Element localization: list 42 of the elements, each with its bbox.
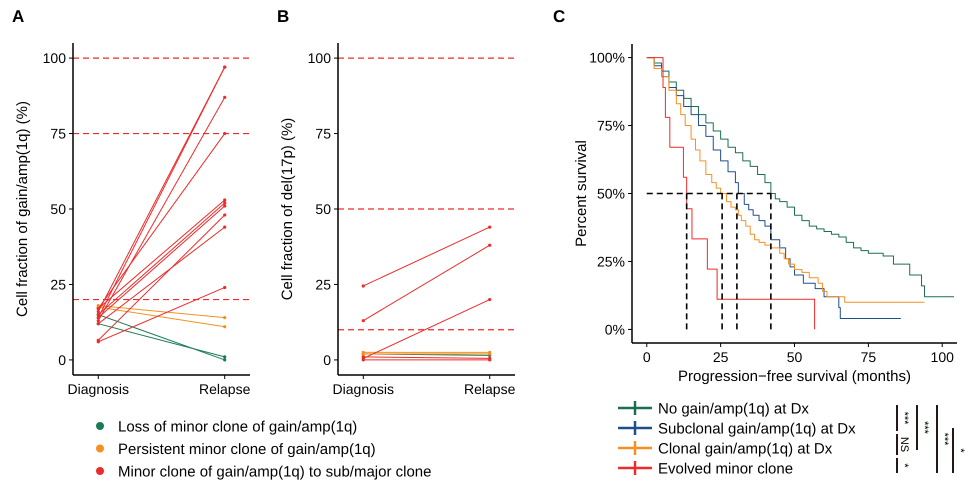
legend-label: Persistent minor clone of gain/amp(1q) [118,440,376,458]
y-tick-label: 25% [596,253,625,270]
legend-label: Loss of minor clone of gain/amp(1q) [118,418,358,436]
y-tick-label: 75% [596,117,625,134]
chart-title: A [12,7,24,26]
x-tick-label: Relapse [464,381,516,397]
x-tick-label: Diagnosis [68,381,130,397]
chart-title: C [553,7,566,26]
chart-title: B [277,7,290,26]
y-tick-label: 0% [604,321,625,338]
y-axis-title: Percent survival [573,140,590,247]
y-tick-label: 75 [50,125,66,142]
x-axis-title: Progression−free survival (months) [678,368,912,385]
x-tick-label: 75 [860,349,876,365]
text: NS [898,436,910,452]
y-tick-label: 50 [50,200,66,217]
y-tick-label: 25 [315,276,332,292]
x-tick-label: 50 [786,349,802,365]
y-tick-label: 100 [308,50,332,66]
y-tick-label: 75 [315,125,332,142]
y-tick-label: 50% [596,185,625,202]
legend-label: Subclonal gain/amp(1q) at Dx [658,420,856,438]
legend-label: No gain/amp(1q) at Dx [658,400,810,418]
text: *** [918,421,930,435]
x-tick-label: 0 [642,349,651,365]
y-axis-title: Cell fraction of del(17p) (%) [279,118,296,300]
legend-label: Minor clone of gain/amp(1q) to sub/major clone [118,463,432,480]
y-tick-label: 100% [589,49,625,66]
x-tick-label: Relapse [199,381,251,397]
y-tick-label: 50 [315,200,332,217]
x-tick-label: Diagnosis [332,381,394,397]
x-tick-label: 100 [930,349,954,365]
y-tick-label: 25 [50,276,66,292]
text: * [954,448,966,454]
y-axis-title: Cell fraction of gain/amp(1q) (%) [14,101,31,317]
legend-label: Evolved minor clone [658,460,794,478]
text: * [898,463,910,468]
text: *** [938,432,950,446]
legend-label: Clonal gain/amp(1q) at Dx [658,440,833,458]
y-tick-label: 100 [42,50,66,66]
text: *** [898,412,910,426]
x-tick-label: 25 [712,349,729,365]
